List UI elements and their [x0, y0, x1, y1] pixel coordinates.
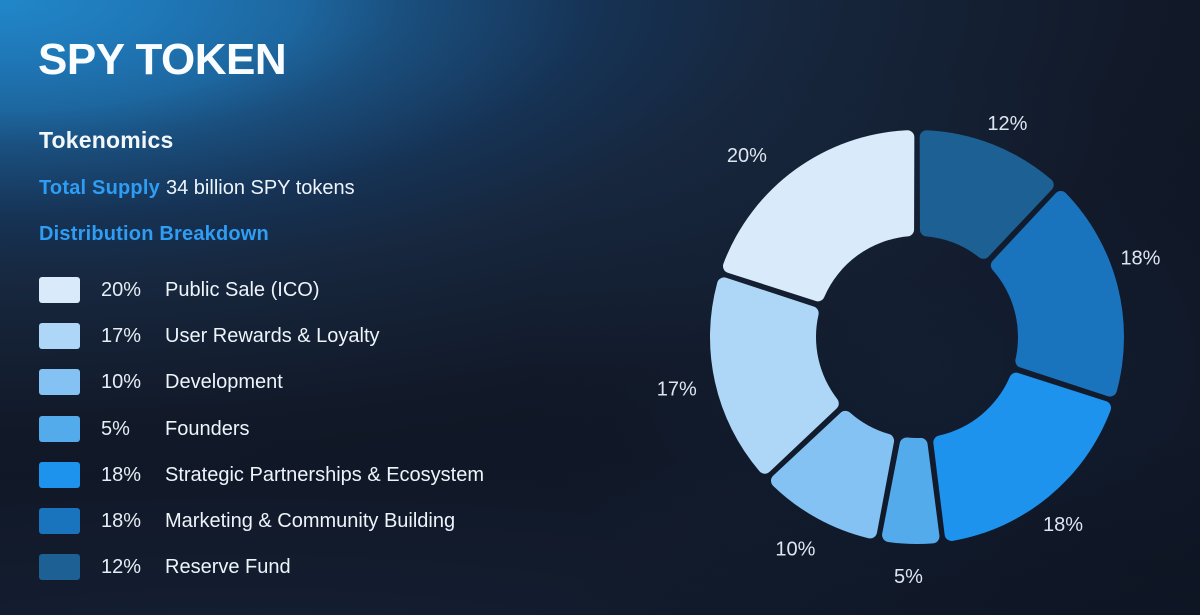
- donut-slice: [919, 130, 1054, 259]
- slice-percent-label: 10%: [775, 538, 815, 560]
- legend-percent: 17%: [101, 325, 142, 348]
- donut-slice: [770, 410, 895, 539]
- legend-label: Development: [165, 371, 283, 394]
- legend-percent: 18%: [101, 463, 142, 486]
- total-supply-value: 34 billion SPY tokens: [166, 177, 355, 199]
- donut-slice: [990, 190, 1125, 397]
- donut-slice: [709, 277, 839, 474]
- legend-percent: 12%: [101, 556, 142, 579]
- legend-percent: 18%: [101, 510, 142, 532]
- legend-swatch: [39, 415, 80, 442]
- total-supply-row: Total Supply 34 billion SPY tokens: [39, 177, 355, 200]
- slice-percent-label: 20%: [727, 145, 767, 167]
- slice-percent-label: 12%: [987, 113, 1027, 135]
- slice-percent-label: 18%: [1043, 514, 1083, 536]
- total-supply-label: Total Supply: [39, 177, 160, 199]
- donut-slice: [722, 130, 915, 302]
- legend-label: Public Sale (ICO): [165, 279, 320, 301]
- tokenomics-heading: Tokenomics: [39, 127, 174, 153]
- donut-slice: [882, 437, 940, 545]
- legend-swatch: [39, 323, 80, 350]
- donut-slice: [933, 372, 1112, 541]
- legend-percent: 5%: [101, 417, 130, 440]
- slice-percent-label: 17%: [657, 378, 697, 400]
- legend-swatch: [39, 369, 80, 396]
- slice-percent-label: 18%: [1120, 247, 1160, 269]
- legend-label: Marketing & Community Building: [165, 510, 456, 532]
- legend-swatch: [39, 554, 80, 581]
- legend-swatch: [39, 508, 80, 534]
- legend-label: Founders: [165, 417, 250, 440]
- legend-label: Reserve Fund: [165, 556, 291, 579]
- page-title: SPY TOKEN: [38, 35, 287, 84]
- legend-label: User Rewards & Loyalty: [165, 325, 380, 348]
- legend-swatch: [39, 461, 80, 488]
- legend-label: Strategic Partnerships & Ecosystem: [165, 463, 485, 486]
- distribution-heading: Distribution Breakdown: [39, 223, 269, 245]
- legend-percent: 10%: [101, 371, 142, 394]
- legend-swatch: [39, 277, 80, 303]
- legend-percent: 20%: [101, 279, 142, 301]
- slice-percent-label: 5%: [894, 566, 923, 588]
